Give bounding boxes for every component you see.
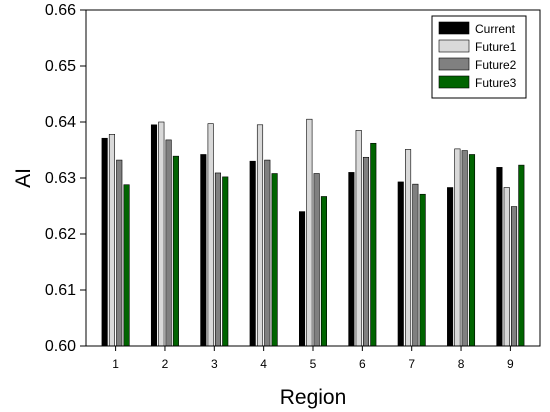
x-axis-title: Region <box>280 386 347 409</box>
y-tick-label: 0.62 <box>45 226 76 243</box>
bar-future2-region-4 <box>264 159 271 347</box>
bar-future2-region-1 <box>116 159 123 347</box>
y-tick-label: 0.65 <box>45 58 76 75</box>
legend-label-current: Current <box>475 22 516 36</box>
bar-future2-region-8 <box>461 150 468 347</box>
y-tick-label: 0.66 <box>45 2 76 19</box>
legend-label-future2: Future2 <box>475 58 517 72</box>
bar-future1-region-8 <box>454 148 461 347</box>
bar-current-region-7 <box>397 181 404 347</box>
bar-future2-region-9 <box>510 206 518 347</box>
bar-future3-region-2 <box>172 155 179 347</box>
bar-future3-region-7 <box>419 193 426 347</box>
bar-current-region-9 <box>496 167 503 347</box>
bar-future3-region-3 <box>222 176 229 347</box>
y-tick-label: 0.61 <box>45 282 76 299</box>
x-tick-label: 6 <box>359 357 366 371</box>
y-axis-title: AI <box>12 168 35 188</box>
bar-future3-region-8 <box>468 154 476 347</box>
bar-future2-region-6 <box>362 156 370 347</box>
bar-future1-region-3 <box>207 123 214 347</box>
bar-current-region-3 <box>200 154 207 347</box>
y-tick-label: 0.64 <box>45 114 76 131</box>
bar-future3-region-9 <box>518 164 525 347</box>
bar-current-region-1 <box>101 137 108 347</box>
legend-swatch-future1 <box>438 39 470 53</box>
bar-future1-region-4 <box>256 124 264 347</box>
bar-future1-region-6 <box>355 130 362 347</box>
bar-future1-region-5 <box>306 118 313 347</box>
bar-future3-region-6 <box>370 142 377 347</box>
legend: Current Future1 Future2 Future3 <box>431 15 527 99</box>
x-tick-label: 2 <box>162 357 169 371</box>
bar-future1-region-9 <box>503 187 510 347</box>
legend-label-future3: Future3 <box>475 76 517 90</box>
bar-future3-region-5 <box>320 196 328 347</box>
x-tick-label: 3 <box>211 357 218 371</box>
legend-label-future1: Future1 <box>475 40 517 54</box>
bar-future2-region-2 <box>165 139 172 347</box>
bar-current-region-8 <box>447 187 454 347</box>
legend-swatch-current <box>438 21 470 35</box>
bar-future3-region-1 <box>123 184 130 347</box>
x-tick-label: 9 <box>507 357 514 371</box>
x-tick-label: 4 <box>260 357 267 371</box>
bar-current-region-5 <box>298 211 306 347</box>
bar-current-region-6 <box>348 172 355 347</box>
x-tick-label: 1 <box>112 357 119 371</box>
y-tick-label: 0.63 <box>45 170 76 187</box>
bars-layer <box>101 118 525 347</box>
legend-swatch-future3 <box>438 75 470 89</box>
y-tick-label: 0.60 <box>45 338 76 355</box>
bar-future1-region-2 <box>158 121 165 347</box>
bar-current-region-2 <box>150 124 158 347</box>
bar-future2-region-3 <box>214 172 222 347</box>
bar-future2-region-7 <box>412 183 419 347</box>
x-tick-label: 5 <box>310 357 317 371</box>
bar-future1-region-1 <box>108 134 116 347</box>
bar-future1-region-7 <box>404 149 412 347</box>
x-tick-label: 8 <box>458 357 465 371</box>
y-axis: 0.60 0.61 0.62 0.63 0.64 0.65 0.66 <box>45 2 86 355</box>
bar-future2-region-5 <box>313 173 320 347</box>
x-axis: 1 2 3 4 5 6 7 8 9 <box>112 346 514 371</box>
bar-future3-region-4 <box>271 173 278 347</box>
bar-current-region-4 <box>249 160 256 347</box>
legend-swatch-future2 <box>438 57 470 71</box>
x-tick-label: 7 <box>408 357 415 371</box>
